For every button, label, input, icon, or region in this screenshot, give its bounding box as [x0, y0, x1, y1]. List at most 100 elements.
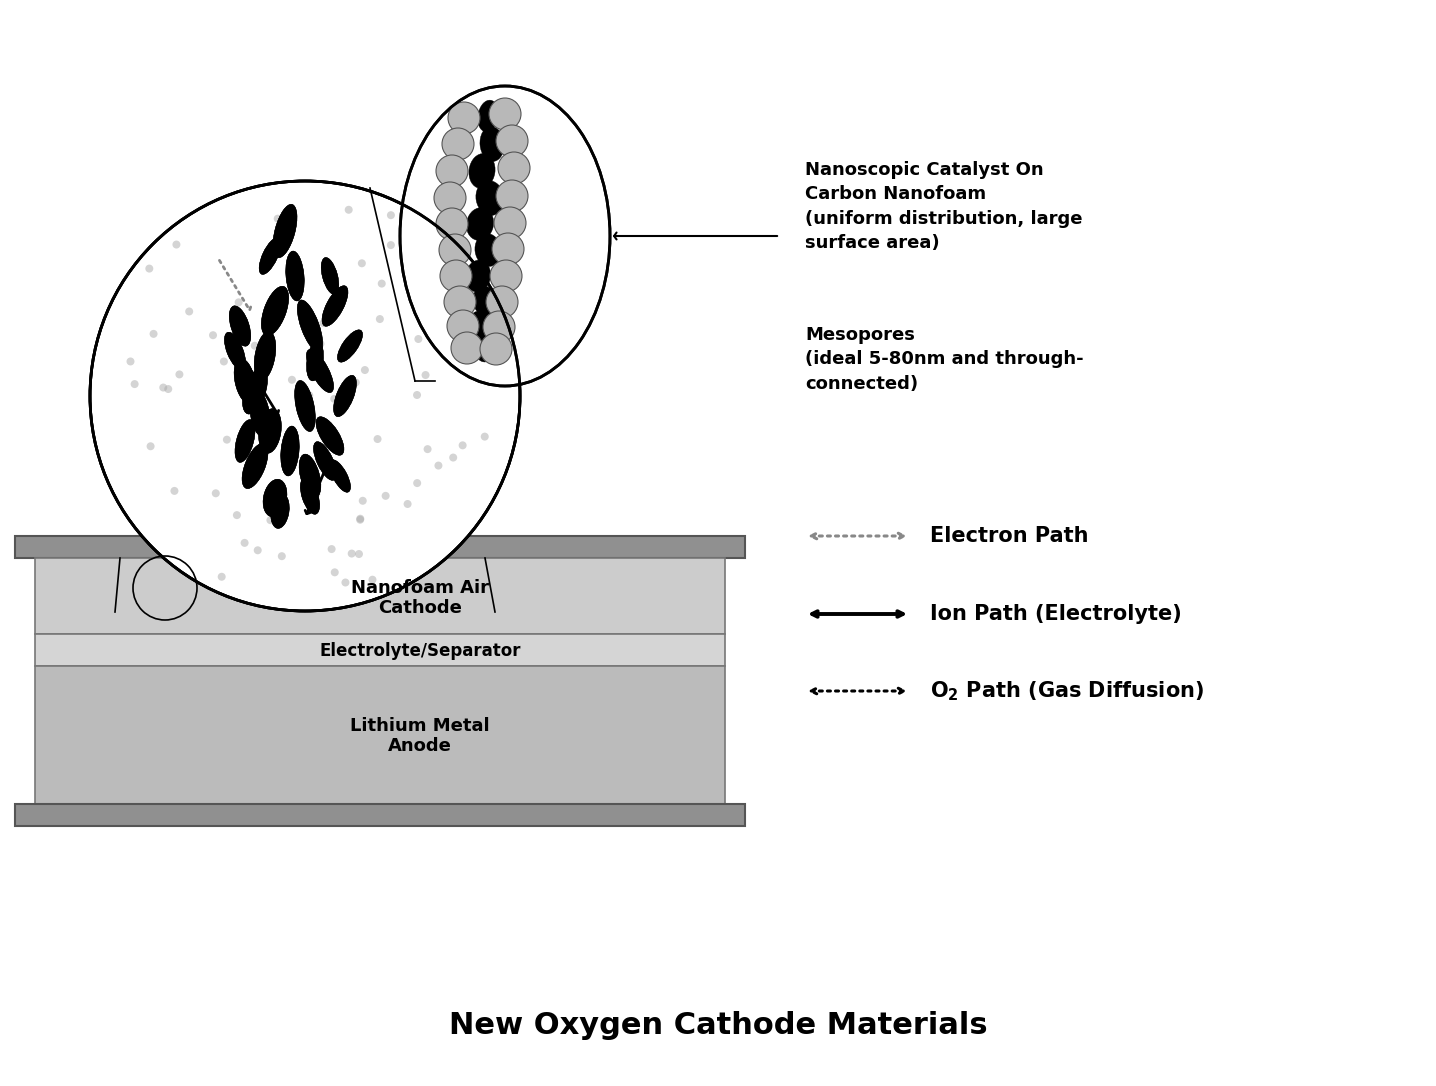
Circle shape — [379, 305, 388, 313]
Ellipse shape — [230, 306, 251, 346]
Ellipse shape — [273, 204, 297, 257]
Circle shape — [342, 579, 349, 586]
Text: Electrolyte/Separator: Electrolyte/Separator — [319, 642, 521, 660]
Circle shape — [131, 380, 139, 388]
Ellipse shape — [258, 408, 281, 453]
Ellipse shape — [294, 380, 316, 431]
Circle shape — [437, 155, 468, 187]
Circle shape — [277, 552, 286, 560]
Circle shape — [123, 340, 131, 349]
Text: New Oxygen Cathode Materials: New Oxygen Cathode Materials — [448, 1011, 988, 1040]
Circle shape — [146, 442, 155, 451]
FancyBboxPatch shape — [34, 634, 725, 666]
Circle shape — [343, 391, 350, 399]
Circle shape — [145, 265, 154, 273]
Ellipse shape — [243, 368, 267, 414]
Circle shape — [339, 313, 348, 321]
Circle shape — [284, 283, 293, 292]
Circle shape — [464, 275, 472, 283]
Circle shape — [167, 396, 174, 404]
Circle shape — [348, 550, 356, 557]
Circle shape — [388, 340, 396, 348]
Circle shape — [444, 301, 452, 308]
Circle shape — [164, 386, 172, 393]
Ellipse shape — [250, 391, 270, 437]
Circle shape — [92, 184, 518, 609]
Ellipse shape — [243, 368, 267, 414]
Circle shape — [477, 487, 485, 494]
Circle shape — [230, 384, 237, 392]
Circle shape — [330, 395, 339, 403]
Circle shape — [458, 441, 467, 450]
Ellipse shape — [263, 479, 287, 517]
Circle shape — [360, 366, 369, 374]
Ellipse shape — [261, 287, 289, 336]
Circle shape — [237, 558, 244, 566]
Circle shape — [126, 357, 135, 366]
Circle shape — [227, 382, 234, 391]
Circle shape — [418, 274, 426, 282]
Circle shape — [258, 479, 267, 487]
Circle shape — [434, 182, 467, 214]
Circle shape — [439, 233, 471, 266]
Circle shape — [495, 125, 528, 157]
Circle shape — [227, 545, 234, 553]
Circle shape — [187, 387, 195, 394]
Circle shape — [247, 470, 256, 479]
Ellipse shape — [271, 494, 289, 529]
Circle shape — [414, 479, 421, 488]
Ellipse shape — [467, 311, 490, 341]
Circle shape — [171, 522, 178, 531]
Circle shape — [480, 288, 487, 295]
Circle shape — [157, 311, 165, 319]
Text: Electron Path: Electron Path — [931, 526, 1088, 546]
Text: Nanofoam Air
Cathode: Nanofoam Air Cathode — [350, 579, 490, 618]
Circle shape — [128, 458, 136, 466]
Ellipse shape — [474, 334, 494, 362]
Circle shape — [498, 152, 530, 184]
Circle shape — [320, 319, 327, 327]
Ellipse shape — [475, 180, 504, 215]
Circle shape — [198, 419, 205, 428]
Ellipse shape — [243, 443, 269, 489]
Text: Ion Path (Electrolyte): Ion Path (Electrolyte) — [931, 604, 1182, 624]
Circle shape — [250, 213, 257, 220]
Circle shape — [342, 517, 350, 526]
Circle shape — [131, 476, 138, 484]
Circle shape — [165, 277, 172, 286]
Circle shape — [240, 450, 248, 457]
Ellipse shape — [329, 459, 350, 492]
Circle shape — [467, 317, 475, 326]
Circle shape — [230, 389, 238, 396]
Circle shape — [247, 538, 256, 546]
Circle shape — [113, 388, 122, 396]
Circle shape — [172, 241, 181, 249]
Circle shape — [389, 354, 398, 363]
Circle shape — [414, 391, 421, 399]
Circle shape — [366, 292, 375, 301]
Ellipse shape — [236, 419, 256, 463]
Circle shape — [378, 279, 386, 288]
Circle shape — [267, 295, 274, 303]
Circle shape — [336, 565, 345, 572]
Circle shape — [218, 572, 225, 581]
FancyBboxPatch shape — [14, 536, 745, 558]
Ellipse shape — [234, 358, 256, 404]
Circle shape — [382, 492, 389, 500]
Ellipse shape — [258, 238, 281, 275]
Circle shape — [442, 128, 474, 160]
Ellipse shape — [281, 426, 299, 476]
Circle shape — [448, 286, 457, 293]
Ellipse shape — [307, 341, 323, 381]
Circle shape — [149, 330, 158, 338]
Circle shape — [428, 502, 435, 509]
Ellipse shape — [300, 478, 320, 515]
Circle shape — [457, 491, 464, 498]
Circle shape — [352, 251, 359, 258]
Ellipse shape — [322, 257, 339, 294]
Circle shape — [404, 554, 412, 561]
Circle shape — [352, 378, 360, 387]
Circle shape — [404, 500, 412, 508]
Ellipse shape — [254, 331, 276, 381]
Ellipse shape — [329, 459, 350, 492]
